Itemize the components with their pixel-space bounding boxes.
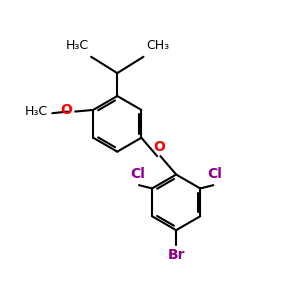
Text: Cl: Cl [130, 167, 145, 181]
Text: Cl: Cl [208, 167, 222, 181]
Text: O: O [153, 140, 165, 154]
Text: H₃C: H₃C [65, 39, 88, 52]
Text: Br: Br [167, 248, 185, 262]
Text: CH₃: CH₃ [146, 39, 169, 52]
Text: H₃C: H₃C [24, 105, 47, 118]
Text: O: O [61, 103, 73, 117]
